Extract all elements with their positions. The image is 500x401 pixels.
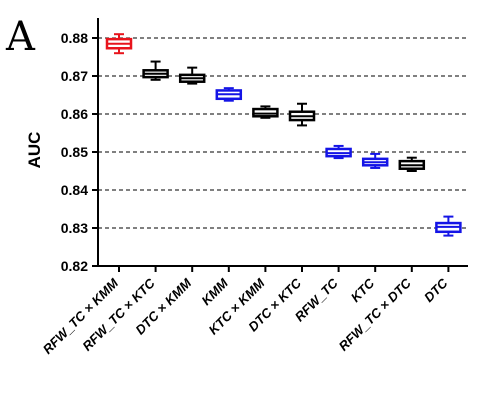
box xyxy=(435,215,462,237)
y-axis-ticks: 0.82 0.83 0.84 0.85 0.86 0.87 0.88 xyxy=(61,30,98,274)
y-tick-label: 0.86 xyxy=(61,106,88,122)
y-axis-label: AUC xyxy=(25,132,44,169)
y-tick-label: 0.87 xyxy=(61,68,88,84)
y-tick-label: 0.83 xyxy=(61,220,88,236)
box xyxy=(398,156,426,172)
y-tick-label: 0.88 xyxy=(61,30,88,46)
y-tick-label: 0.84 xyxy=(61,182,88,198)
x-tick-label: KTC xyxy=(348,275,378,305)
box-series xyxy=(105,33,462,237)
y-tick-label: 0.85 xyxy=(61,144,88,160)
box xyxy=(215,87,243,102)
x-tick-label: KMM xyxy=(198,275,231,308)
box xyxy=(105,33,133,55)
panel-label: A xyxy=(5,14,36,60)
y-tick-label: 0.82 xyxy=(61,258,88,274)
box xyxy=(325,144,352,160)
box xyxy=(178,66,206,85)
grid-lines xyxy=(98,37,468,229)
x-tick-label: DTC xyxy=(421,275,451,305)
box xyxy=(142,60,169,81)
box xyxy=(361,152,389,169)
box xyxy=(252,105,279,119)
box xyxy=(288,102,316,127)
axes xyxy=(97,18,468,267)
